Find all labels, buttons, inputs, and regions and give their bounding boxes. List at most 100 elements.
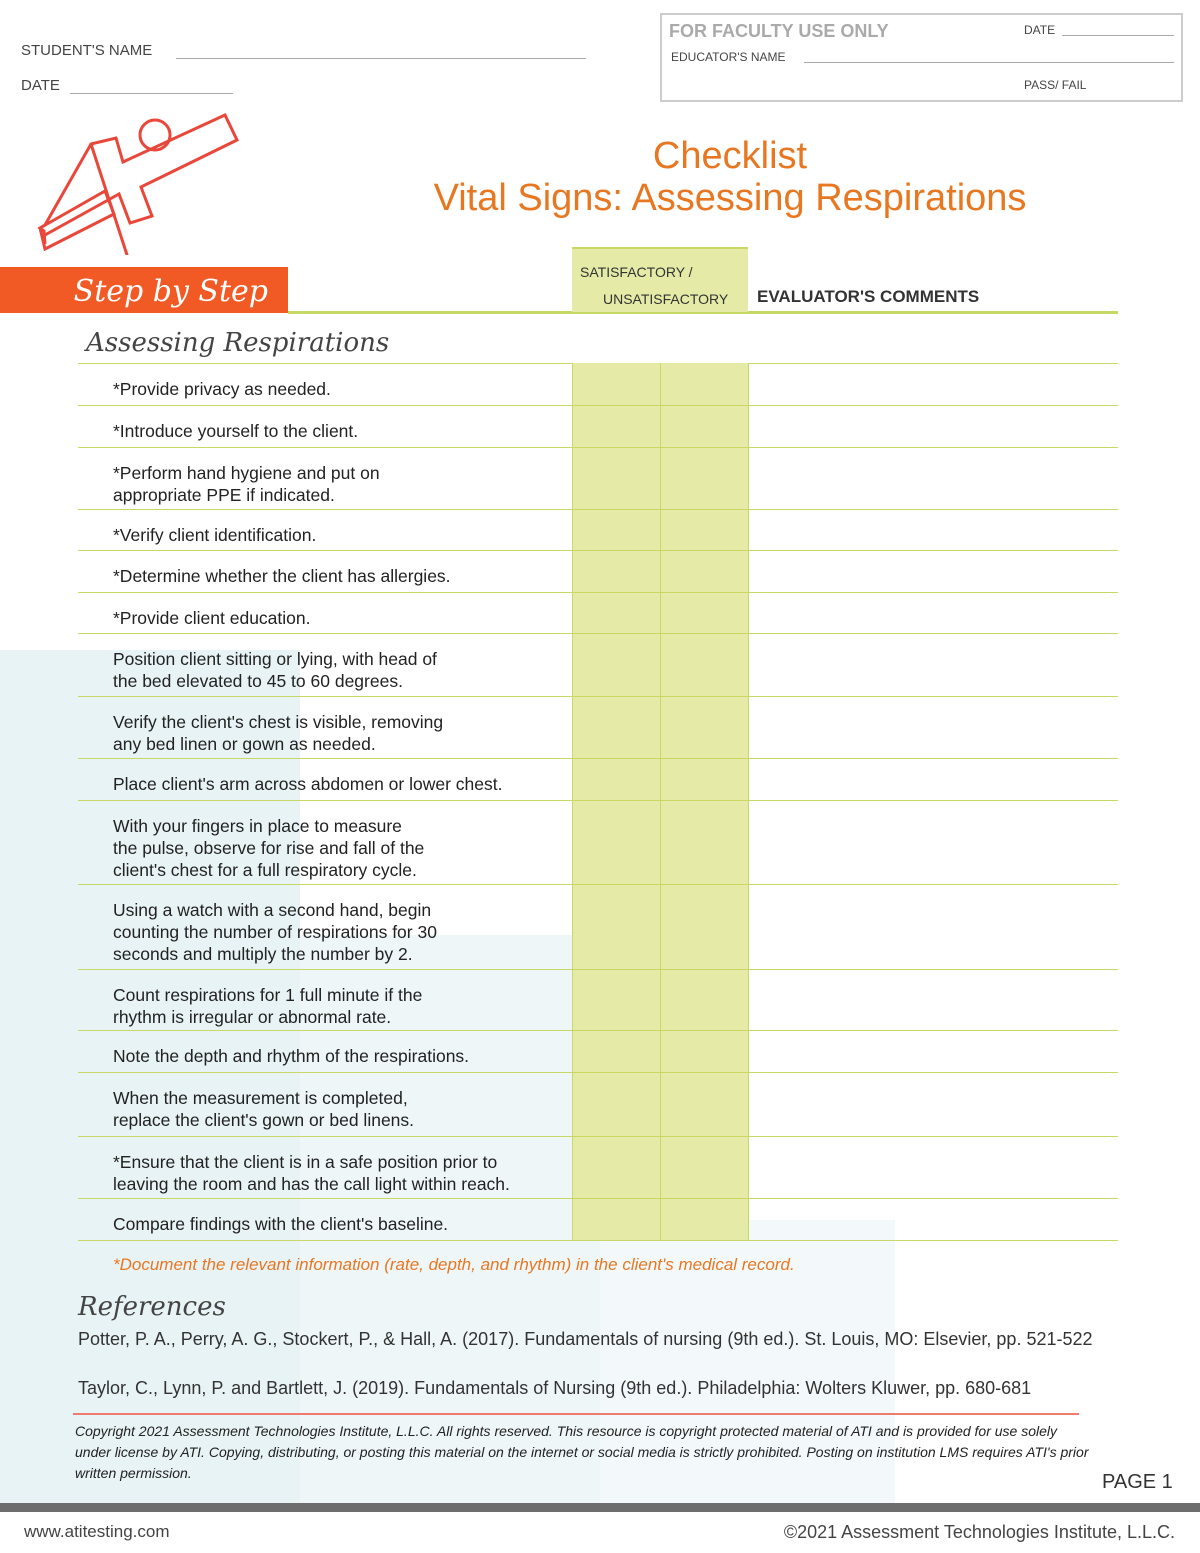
unsatisfactory-cell[interactable] [660, 800, 748, 884]
student-name-field[interactable] [176, 58, 586, 59]
ati-logo-icon [37, 113, 239, 255]
row-divider [78, 1136, 1118, 1137]
comments-cell[interactable] [748, 800, 1118, 884]
unsatisfactory-cell[interactable] [660, 592, 748, 633]
checklist-step: *Provide client education. [113, 608, 311, 628]
satisfactory-cell[interactable] [572, 550, 660, 592]
row-divider [78, 405, 1118, 406]
faculty-date-field[interactable] [1062, 35, 1174, 36]
educator-name-field[interactable] [804, 62, 1174, 63]
satisfactory-cell[interactable] [572, 800, 660, 884]
column-divider [748, 363, 749, 1240]
satisfactory-cell[interactable] [572, 405, 660, 447]
satisfactory-cell[interactable] [572, 363, 660, 405]
row-divider [78, 1198, 1118, 1199]
row-divider [78, 633, 1118, 634]
comments-cell[interactable] [748, 969, 1118, 1030]
sat-label: SATISFACTORY / [580, 264, 693, 280]
row-divider [78, 696, 1118, 697]
row-divider [78, 884, 1118, 885]
satisfactory-cell[interactable] [572, 1030, 660, 1072]
comments-cell[interactable] [748, 1030, 1118, 1072]
footer-bar [0, 1503, 1200, 1512]
row-divider [78, 592, 1118, 593]
unsatisfactory-cell[interactable] [660, 633, 748, 696]
title-checklist: Checklist [652, 135, 808, 177]
unsatisfactory-cell[interactable] [660, 447, 748, 509]
comments-cell[interactable] [748, 447, 1118, 509]
comments-cell[interactable] [748, 1136, 1118, 1198]
satisfactory-cell[interactable] [572, 509, 660, 550]
comments-cell[interactable] [748, 884, 1118, 969]
satisfactory-cell[interactable] [572, 696, 660, 758]
date-field[interactable] [70, 93, 233, 94]
unsatisfactory-cell[interactable] [660, 696, 748, 758]
unsatisfactory-cell[interactable] [660, 1072, 748, 1136]
unsatisfactory-cell[interactable] [660, 884, 748, 969]
comments-cell[interactable] [748, 509, 1118, 550]
satisfactory-cell[interactable] [572, 592, 660, 633]
unsatisfactory-cell[interactable] [660, 363, 748, 405]
column-divider [572, 363, 573, 1240]
row-divider [78, 447, 1118, 448]
comments-cell[interactable] [748, 550, 1118, 592]
comments-header: EVALUATOR'S COMMENTS [757, 287, 980, 306]
satisfactory-cell[interactable] [572, 447, 660, 509]
row-divider [78, 550, 1118, 551]
unsat-label: UNSATISFACTORY [603, 291, 729, 307]
checklist-step: Note the depth and rhythm of the respira… [113, 1046, 470, 1066]
row-divider [78, 969, 1118, 970]
checklist-step: *Provide privacy as needed. [113, 379, 331, 399]
satisfactory-cell[interactable] [572, 884, 660, 969]
checklist-step: Compare findings with the client's basel… [113, 1214, 449, 1234]
unsatisfactory-cell[interactable] [660, 509, 748, 550]
footer-copyright: ©2021 Assessment Technologies Institute,… [783, 1522, 1175, 1542]
satisfactory-cell[interactable] [572, 1198, 660, 1240]
column-divider [660, 363, 661, 1240]
faculty-title: FOR FACULTY USE ONLY [669, 21, 889, 41]
unsatisfactory-cell[interactable] [660, 550, 748, 592]
unsatisfactory-cell[interactable] [660, 969, 748, 1030]
footer-website[interactable]: www.atitesting.com [24, 1522, 170, 1541]
satisfactory-cell[interactable] [572, 633, 660, 696]
row-divider [78, 1240, 1118, 1241]
page-number: PAGE 1 [1102, 1471, 1173, 1493]
faculty-box: FOR FACULTY USE ONLY DATE EDUCATOR'S NAM… [660, 13, 1183, 102]
comments-cell[interactable] [748, 405, 1118, 447]
checklist-step: *Perform hand hygiene and put on appropr… [113, 463, 380, 505]
satisfactory-cell[interactable] [572, 1072, 660, 1136]
checklist-step: With your fingers in place to measure th… [113, 816, 425, 880]
row-divider [78, 1030, 1118, 1031]
documentation-note: *Document the relevant information (rate… [113, 1255, 795, 1274]
comments-cell[interactable] [748, 758, 1118, 800]
satisfactory-cell[interactable] [572, 758, 660, 800]
comments-cell[interactable] [748, 1072, 1118, 1136]
satisfactory-cell[interactable] [572, 969, 660, 1030]
section-title: Assessing Respirations [86, 328, 390, 358]
reference-item: Taylor, C., Lynn, P. and Bartlett, J. (2… [78, 1378, 1032, 1398]
checklist-step: *Verify client identification. [113, 525, 317, 545]
satisfactory-cell[interactable] [572, 1136, 660, 1198]
comments-cell[interactable] [748, 592, 1118, 633]
checklist-step: Using a watch with a second hand, begin … [113, 900, 437, 964]
row-divider [78, 758, 1118, 759]
educator-name-label: EDUCATOR'S NAME [671, 50, 786, 64]
unsatisfactory-cell[interactable] [660, 758, 748, 800]
comments-cell[interactable] [748, 363, 1118, 405]
row-divider [78, 509, 1118, 510]
reference-item: Potter, P. A., Perry, A. G., Stockert, P… [78, 1329, 1093, 1349]
page-title: Vital Signs: Assessing Respirations [433, 177, 1027, 219]
unsatisfactory-cell[interactable] [660, 1030, 748, 1072]
checklist-step: *Ensure that the client is in a safe pos… [113, 1152, 510, 1194]
references-title: References [78, 1292, 226, 1322]
background-tint [600, 1220, 895, 1510]
unsatisfactory-cell[interactable] [660, 1136, 748, 1198]
unsatisfactory-cell[interactable] [660, 405, 748, 447]
comments-cell[interactable] [748, 1198, 1118, 1240]
checklist-step: *Determine whether the client has allerg… [113, 566, 451, 586]
comments-cell[interactable] [748, 633, 1118, 696]
unsatisfactory-cell[interactable] [660, 1198, 748, 1240]
row-divider [78, 1072, 1118, 1073]
checklist-step: Verify the client's chest is visible, re… [113, 712, 444, 754]
comments-cell[interactable] [748, 696, 1118, 758]
